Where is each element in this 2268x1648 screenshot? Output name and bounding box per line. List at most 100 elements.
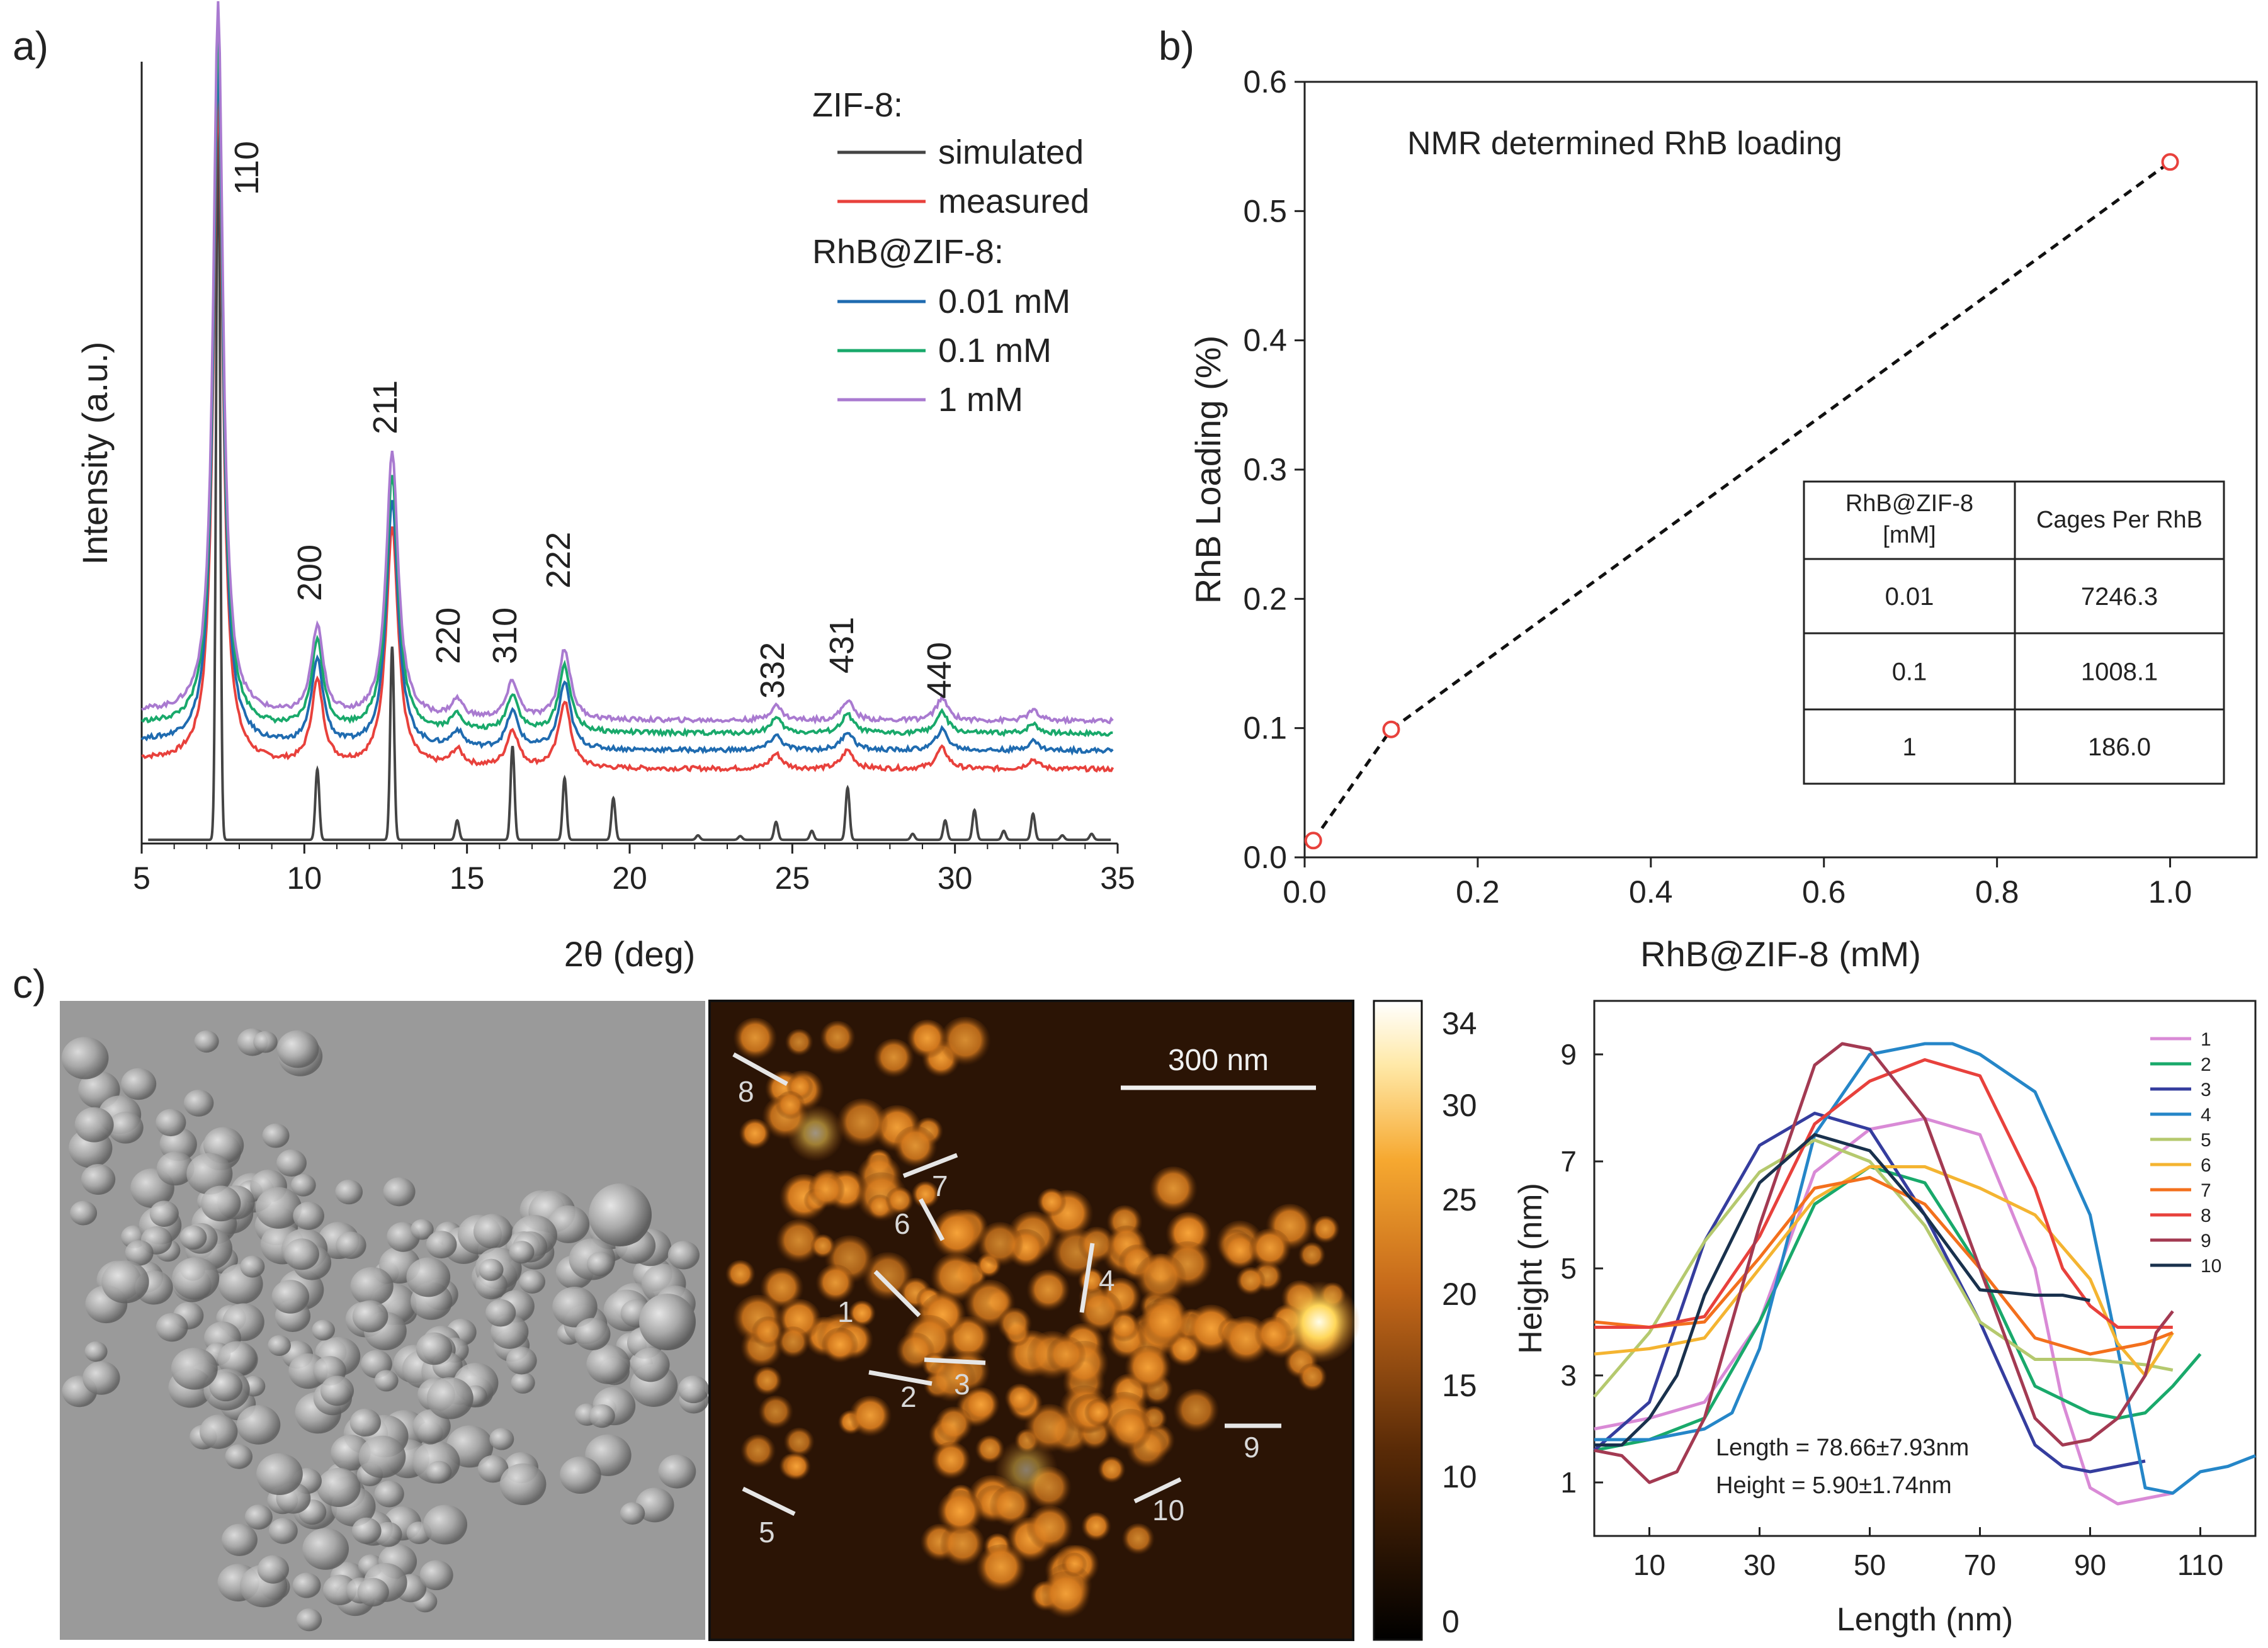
xrd-series-0.1mM (141, 29, 1113, 738)
particle (419, 1560, 453, 1591)
particle (357, 1577, 389, 1606)
loading-x-tick-label: 0.4 (1629, 874, 1673, 910)
particle (244, 1504, 273, 1530)
particle (479, 1258, 504, 1281)
particle (934, 1406, 973, 1445)
profile-line-label-6: 6 (894, 1207, 910, 1240)
loading-panel: 0.0 0.2 0.4 0.6 0.8 1.00.00.10.20.30.40.50.6 … (1243, 64, 2258, 910)
profile-legend-label-7: 7 (2201, 1180, 2211, 1201)
profile-y-tick-label: 3 (1560, 1359, 1577, 1392)
particle (74, 1107, 114, 1143)
particle (506, 1346, 537, 1375)
particle (927, 1355, 977, 1405)
particle (256, 1453, 303, 1495)
particle (885, 1187, 914, 1216)
particle (836, 1098, 888, 1151)
particle (976, 1222, 1024, 1270)
particle (751, 1316, 785, 1350)
profile-line-label-10: 10 (1152, 1494, 1184, 1527)
profile-line-4 (1079, 1243, 1095, 1313)
particle (739, 1119, 771, 1151)
particle (1173, 1389, 1220, 1435)
particle (509, 1241, 535, 1264)
profile-series-6 (1594, 1165, 2174, 1377)
profile-series-9 (1594, 1042, 2174, 1484)
particle (322, 1574, 357, 1605)
particle (225, 1444, 253, 1469)
particle (156, 1109, 186, 1137)
loading-trend-line (1312, 161, 2172, 842)
particle (296, 1608, 322, 1632)
particle (81, 1164, 116, 1195)
loading-y-tick-label: 0.1 (1243, 711, 1287, 746)
particle (552, 1287, 598, 1328)
legend-label-1mM: 1 mM (938, 381, 1023, 419)
profile-line-5 (742, 1486, 796, 1516)
particle (547, 1205, 590, 1243)
particle (221, 1523, 258, 1556)
particle (257, 1555, 289, 1584)
profile-line-label-8: 8 (738, 1075, 754, 1108)
particle (406, 1257, 451, 1297)
particle (1097, 1456, 1126, 1485)
table-cell: 7246.3 (2081, 583, 2158, 611)
particle (179, 1225, 207, 1250)
particle (931, 1442, 972, 1482)
particle (667, 1241, 700, 1270)
particle (586, 1251, 615, 1277)
colorbar-tick-label: 20 (1442, 1277, 1477, 1312)
loading-y-tick-label: 0.2 (1243, 581, 1287, 616)
particle (1046, 1336, 1087, 1377)
peak-label-220: 220 (429, 607, 467, 664)
table-header-1a: RhB@ZIF-8 (1846, 490, 1973, 517)
particle (819, 1020, 856, 1057)
peak-label-440: 440 (921, 642, 958, 699)
particle (255, 1187, 302, 1229)
profile-line-6 (918, 1198, 945, 1241)
particle (893, 1126, 938, 1170)
profile-x-tick-label: 70 (1964, 1549, 1996, 1581)
profile-legend-label-8: 8 (2201, 1205, 2211, 1226)
particle (848, 1396, 892, 1440)
profile-series-2 (1594, 1165, 2202, 1452)
particle (84, 1341, 108, 1362)
particle (183, 1090, 214, 1117)
particle (293, 1202, 324, 1230)
particle (335, 1179, 363, 1205)
afm-height-image: 300 nm 1 2 3 4 5 67 8 9 10 (708, 1000, 1360, 1641)
particle (317, 1467, 361, 1507)
particle (519, 1270, 546, 1294)
particle (1121, 1523, 1155, 1557)
particle (82, 1361, 120, 1395)
particle (1026, 1505, 1074, 1554)
particle (589, 1404, 615, 1428)
particle (939, 1017, 991, 1069)
particle (1134, 1253, 1187, 1306)
peak-label-431: 431 (823, 617, 861, 674)
particle (589, 1183, 652, 1246)
particle (997, 1307, 1033, 1343)
particle (473, 1214, 513, 1249)
particle (815, 1264, 856, 1305)
xrd-panel: 5 10 15 20 25 30 35 110 200 211 220 310 222 332 431 44… (133, 1, 1135, 896)
loading-y-tick-label: 0.5 (1243, 193, 1287, 229)
scale-bar-label: 300 nm (1168, 1044, 1269, 1077)
particle (631, 1347, 670, 1382)
xrd-x-tick-label: 15 (450, 861, 485, 896)
particle (352, 1300, 388, 1333)
profile-series-10 (1594, 1133, 2090, 1447)
cages-table: RhB@ZIF-8 [mM] Cages Per RhB 0.01 7246.3 0.1 1… (1803, 480, 2225, 785)
particle (240, 1255, 265, 1278)
particle (1077, 1289, 1123, 1336)
particle (423, 1504, 468, 1545)
particle (236, 1405, 281, 1445)
particle (775, 1219, 822, 1267)
particle (1041, 1571, 1091, 1622)
particle (374, 1370, 399, 1392)
particle (101, 1260, 149, 1304)
particle (276, 1149, 307, 1177)
profile-legend-label-2: 2 (2201, 1054, 2211, 1075)
profile-line-label-2: 2 (900, 1380, 917, 1413)
particle (70, 1200, 98, 1226)
panel-b-label: b) (1159, 23, 1194, 69)
